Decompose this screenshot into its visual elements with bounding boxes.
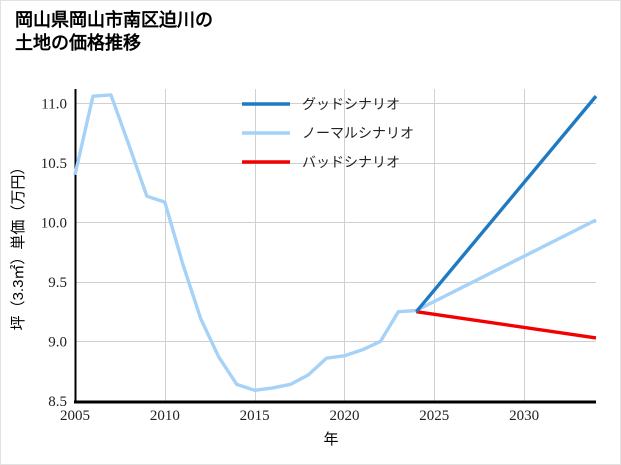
x-tick-label: 2010 xyxy=(150,408,180,424)
x-tick-label: 2020 xyxy=(329,408,359,424)
x-tick-label: 2005 xyxy=(60,408,90,424)
y-tick-label: 9.5 xyxy=(48,275,67,291)
y-tick-label: 9.0 xyxy=(48,334,67,350)
series-line-bad xyxy=(416,310,597,340)
y-tick-label: 10.5 xyxy=(41,156,67,172)
x-axis-title: 年 xyxy=(323,431,338,448)
x-tick-label: 2025 xyxy=(419,408,449,424)
x-tick-labels: 2005 2010 2015 2020 2025 2030 xyxy=(60,408,539,424)
legend-label-0: グッドシナリオ xyxy=(302,96,400,112)
legend-label-1: ノーマルシナリオ xyxy=(302,125,414,141)
series-line-normal xyxy=(73,93,597,392)
y-tick-labels: 8.5 9.0 9.5 10.0 10.5 11.0 xyxy=(41,96,67,410)
y-tick-label: 8.5 xyxy=(48,394,67,410)
legend-label-2: バッドシナリオ xyxy=(302,154,400,170)
chart-series xyxy=(73,93,598,392)
y-tick-label: 10.0 xyxy=(41,215,67,231)
y-axis-title: 坪（3.3㎡）単価（万円） xyxy=(10,160,27,331)
axis-spines xyxy=(74,89,596,404)
x-tick-label: 2015 xyxy=(240,408,270,424)
series-line-good xyxy=(415,95,598,313)
y-tick-label: 11.0 xyxy=(41,96,67,112)
page-title: 岡山県岡山市南区迫川の 土地の価格推移 xyxy=(15,10,213,54)
x-gridlines xyxy=(75,89,525,401)
x-tick-label: 2030 xyxy=(509,408,539,424)
